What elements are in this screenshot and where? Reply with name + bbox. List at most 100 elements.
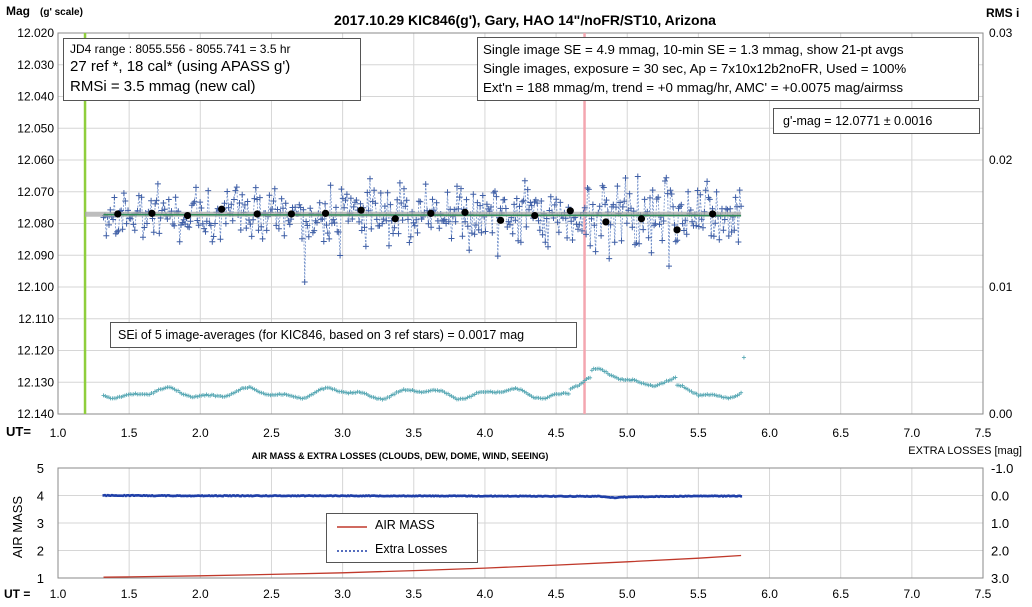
- lower-y-tick-label: 5: [37, 461, 44, 476]
- single-image-point: [425, 220, 432, 227]
- extra-losses-point: [683, 495, 686, 498]
- rmsi-point: [179, 391, 184, 396]
- single-image-point: [390, 230, 397, 237]
- single-image-point: [704, 178, 711, 185]
- rmsi-point: [741, 355, 746, 360]
- extra-losses-point: [612, 496, 615, 499]
- single-image-point: [564, 234, 571, 241]
- extra-losses-point: [285, 494, 288, 498]
- extra-losses-point: [353, 494, 356, 498]
- extra-losses-point: [369, 494, 372, 498]
- extra-losses-point: [395, 494, 398, 498]
- extra-losses-point: [462, 494, 465, 498]
- single-image-point: [271, 185, 278, 192]
- upper-y-tick-label: 12.050: [17, 121, 54, 135]
- single-image-point: [319, 215, 326, 222]
- single-image-point: [115, 227, 122, 234]
- extra-losses-point: [476, 495, 479, 498]
- extra-losses-point: [160, 494, 163, 497]
- single-image-point: [323, 222, 330, 229]
- extra-losses-point: [194, 494, 197, 498]
- extra-losses-point: [177, 494, 180, 497]
- single-image-point: [368, 225, 375, 232]
- extra-losses-point: [265, 494, 267, 497]
- lower-x-tick-label: 2.0: [192, 587, 209, 601]
- extra-losses-point: [116, 494, 119, 497]
- extra-losses-point: [273, 494, 276, 497]
- extra-losses-point: [426, 494, 429, 498]
- extra-losses-point: [413, 494, 416, 498]
- extra-losses-point: [256, 494, 259, 497]
- single-image-point: [429, 196, 436, 203]
- extra-losses-point: [233, 494, 236, 497]
- single-image-point: [679, 220, 686, 227]
- single-image-point: [414, 229, 421, 236]
- single-image-point: [326, 235, 333, 242]
- extra-losses-point: [190, 494, 192, 498]
- extra-losses-point: [106, 493, 109, 497]
- extra-losses-point: [581, 494, 584, 498]
- extra-losses-point: [334, 494, 337, 497]
- extra-losses-point: [722, 495, 724, 498]
- extra-losses-point: [272, 494, 274, 498]
- single-image-point: [255, 227, 262, 234]
- extra-losses-point: [391, 494, 394, 498]
- extra-losses-point: [724, 495, 727, 498]
- g-mag-result: g'-mag = 12.0771 ± 0.0016: [783, 114, 933, 128]
- extra-losses-point: [366, 494, 369, 498]
- extra-losses-point: [385, 494, 388, 498]
- rmsi-point: [671, 376, 676, 380]
- extra-losses-point: [267, 494, 270, 498]
- rmsi-point: [300, 396, 305, 401]
- extra-losses-point: [552, 494, 555, 498]
- single-image-point: [641, 196, 648, 203]
- single-image-point: [395, 230, 402, 237]
- extra-losses-point: [309, 494, 312, 497]
- extra-losses-point: [608, 496, 611, 499]
- single-image-point: [695, 223, 702, 230]
- single-image-point: [458, 185, 464, 192]
- single-image-point: [614, 183, 621, 190]
- extra-losses-point: [526, 494, 529, 498]
- extra-losses-point: [370, 494, 373, 497]
- extra-losses-point: [605, 495, 608, 499]
- extra-losses-point: [488, 494, 491, 498]
- single-image-point: [353, 197, 360, 204]
- single-image-point: [694, 187, 701, 194]
- extra-losses-point: [226, 494, 229, 497]
- extra-losses-point: [192, 494, 195, 498]
- single-image-point: [579, 227, 585, 234]
- extra-losses-point: [573, 495, 576, 498]
- single-image-point: [381, 203, 388, 210]
- extra-losses-point: [162, 494, 165, 497]
- single-image-point: [494, 253, 501, 260]
- extra-losses-point: [342, 494, 345, 498]
- extra-losses-point: [649, 495, 652, 498]
- rmsi-point: [692, 391, 697, 396]
- single-image-point: [441, 216, 448, 223]
- extra-losses-point: [699, 494, 702, 498]
- extra-losses-point: [692, 494, 695, 498]
- single-image-point: [207, 222, 214, 229]
- single-image-point: [542, 239, 549, 246]
- rmsi-point: [579, 381, 584, 386]
- rmsi-point: [739, 390, 744, 395]
- extra-losses-point: [235, 494, 238, 497]
- single-image-point: [410, 219, 417, 226]
- extra-losses-point: [733, 494, 736, 498]
- extra-losses-point: [199, 494, 202, 498]
- single-image-point: [629, 224, 636, 231]
- extra-losses-point: [378, 494, 381, 497]
- extra-losses-point: [269, 494, 272, 498]
- extra-losses-point: [392, 494, 395, 497]
- extra-losses-point: [105, 494, 108, 498]
- extra-losses-point: [347, 494, 349, 497]
- single-image-point: [724, 206, 731, 213]
- extra-losses-point: [145, 494, 148, 497]
- single-image-point: [198, 205, 205, 211]
- extra-losses-point: [188, 494, 191, 497]
- extra-losses-point: [401, 494, 404, 498]
- extra-losses-point: [245, 494, 248, 497]
- extra-losses-point: [297, 494, 299, 497]
- rmsi-point: [126, 392, 131, 397]
